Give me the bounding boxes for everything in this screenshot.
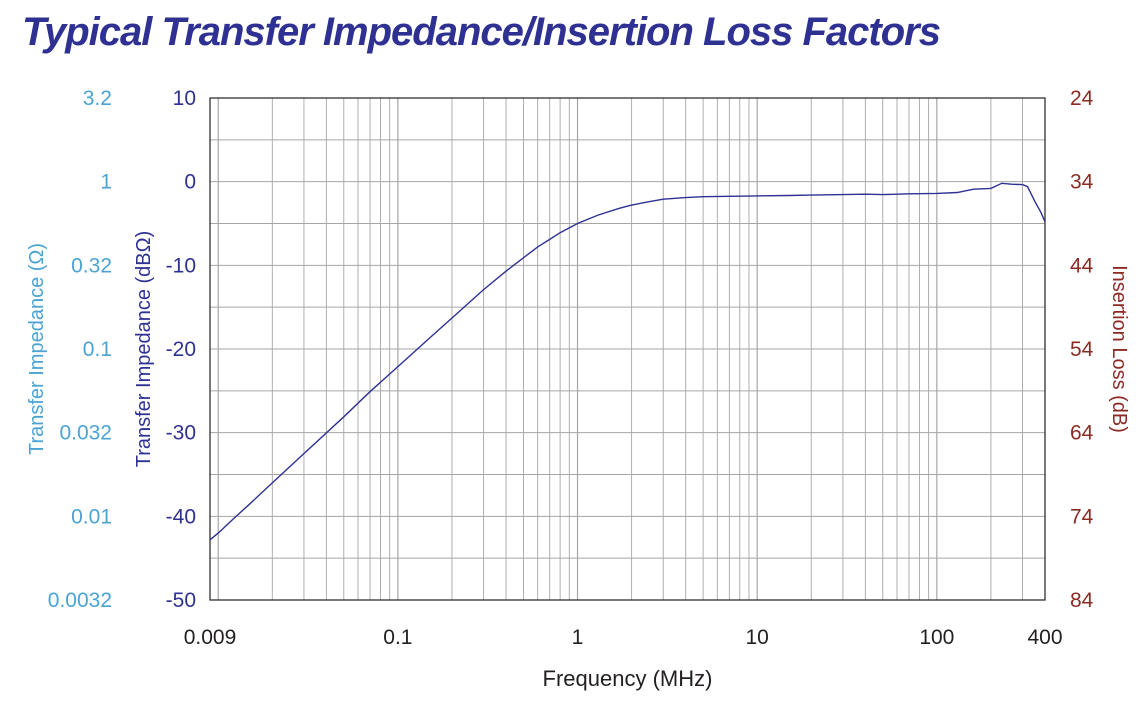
- y-tick-label: -10: [166, 254, 196, 277]
- plot-frame: [209, 97, 1046, 601]
- y-tick-label-right: 24: [1070, 87, 1094, 110]
- y-axis-label: Transfer Impedance (dBΩ): [133, 231, 155, 468]
- x-tick-label: 10: [746, 626, 769, 649]
- y-tick-label: -20: [166, 338, 196, 361]
- y-tick-label-ohm: 3.2: [83, 87, 112, 110]
- tick-labels: 10 3.2 24 0 1 34 -10 0.32 44 -20 0.1 54 -30 0.032 64 -4…: [48, 87, 1094, 649]
- x-tick-label: 0.009: [184, 626, 237, 649]
- y-tick-label-ohm: 0.32: [71, 254, 112, 277]
- x-tick-label: 100: [919, 626, 954, 649]
- y-tick-label-ohm: 0.1: [83, 338, 112, 361]
- x-tick-label: 400: [1027, 626, 1062, 649]
- y-tick-label: -40: [166, 505, 196, 528]
- y-tick-label-right: 64: [1070, 422, 1094, 445]
- series-line: [209, 182, 1046, 541]
- y-tick-label-ohm: 0.0032: [48, 589, 112, 612]
- x-axis-label: Frequency (MHz): [543, 666, 713, 691]
- y-tick-label: -30: [166, 422, 196, 445]
- y-tick-label-right: 54: [1070, 338, 1094, 361]
- y-tick-label-right: 44: [1070, 254, 1094, 277]
- grid: [210, 98, 1045, 600]
- y-tick-label-ohm: 0.01: [71, 505, 112, 528]
- y-tick-label: -50: [166, 589, 196, 612]
- y-tick-label-right: 74: [1070, 505, 1094, 528]
- x-tick-label: 0.1: [383, 626, 412, 649]
- y-tick-label-ohm: 0.032: [59, 422, 112, 445]
- x-tick-label: 1: [572, 626, 584, 649]
- y-tick-label: 10: [173, 87, 196, 110]
- y-axis-label-ohm: Transfer Impedance (Ω): [26, 243, 48, 455]
- y-axis-label-right: Insertion Loss (dB): [1108, 265, 1130, 433]
- y-tick-label-ohm: 1: [100, 171, 112, 194]
- y-tick-label-right: 34: [1070, 171, 1094, 194]
- chart-title: Typical Transfer Impedance/Insertion Los…: [22, 10, 941, 54]
- y-tick-label: 0: [184, 171, 196, 194]
- y-tick-label-right: 84: [1070, 589, 1094, 612]
